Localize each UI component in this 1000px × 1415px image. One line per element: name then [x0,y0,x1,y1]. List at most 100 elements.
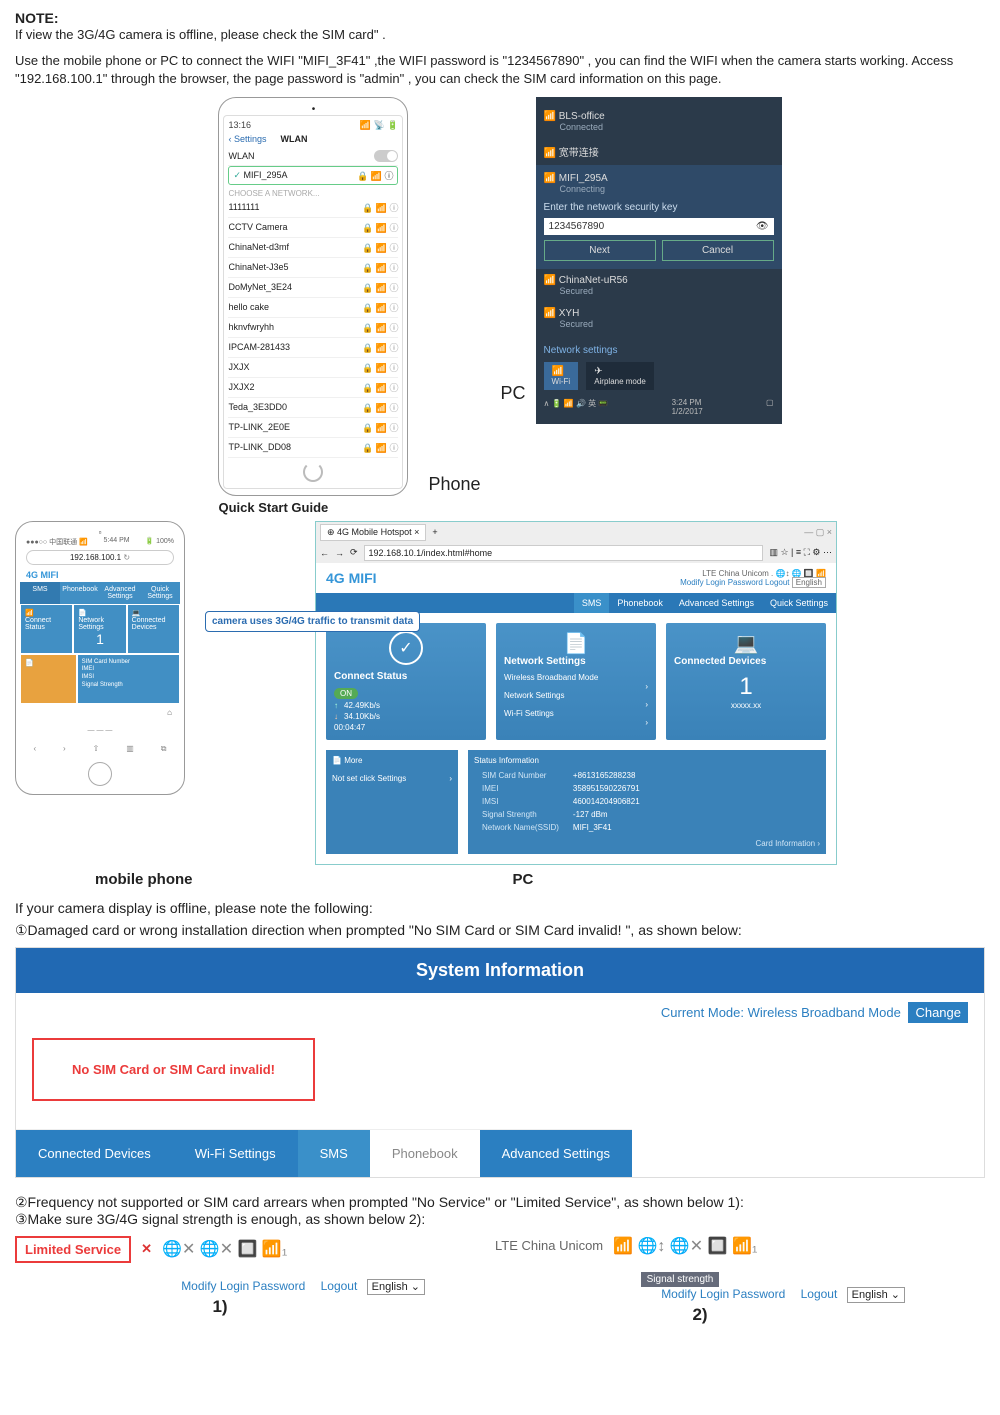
quick-start-guide-label: Quick Start Guide [218,500,328,515]
mobile-phone-caption: mobile phone [95,871,193,888]
menu-phonebook[interactable]: Phonebook [609,593,671,613]
phone-caption: Phone [428,474,480,494]
logout-link[interactable]: Logout [321,1279,358,1293]
mifi-menubar: SMS Phonebook Advanced Settings Quick Se… [316,593,836,613]
back-link[interactable]: ‹ Settings [228,134,266,144]
menu-quick[interactable]: Quick Settings [762,593,836,613]
tab-sms[interactable]: SMS [298,1129,370,1177]
browser-tab[interactable]: ⊕ 4G Mobile Hotspot × [320,524,426,541]
mobile-card[interactable]: 💻Connected Devices [128,605,179,653]
tab-advanced[interactable]: Advanced Settings [480,1129,632,1177]
wifi-network-row[interactable]: ChinaNet-d3mf🔒 📶 ⓘ [228,238,398,258]
wlan-toggle-row[interactable]: WLAN [228,147,398,166]
modify-password-link[interactable]: Modify Login Password [181,1279,305,1293]
wifi-network-row[interactable]: IPCAM-281433🔒 📶 ⓘ [228,338,398,358]
sysinfo-tabs: Connected Devices Wi-Fi Settings SMS Pho… [16,1129,984,1177]
tab-phonebook[interactable]: Phonebook [370,1129,480,1177]
wifi-network-row[interactable]: hknvfwryhh🔒 📶 ⓘ [228,318,398,338]
mobile-card[interactable]: 📶Connect Status [21,605,72,653]
lte-carrier: LTE China Unicom [495,1238,603,1253]
mobile-mifi-mock: ▫ ●●●○○ 中国联通 📶5:44 PM🔋 100% 192.168.100.… [15,521,185,795]
sysinfo-title: System Information [16,948,984,993]
status-information: Status Information SIM Card Number+86131… [468,750,826,854]
pages-icon[interactable]: ⧉ [161,744,167,754]
browser-mifi: ⊕ 4G Mobile Hotspot ×+ — ▢ × ← → ⟳ 192.1… [315,521,837,865]
pc-password-input[interactable]: 1234567890👁 [544,218,774,235]
tray-icons: ∧ 🔋 📶 🔊 英 📟 [544,398,609,416]
connected-devices-card[interactable]: 💻 Connected Devices 1 xxxxx.xx [666,623,826,740]
pc-net-item[interactable]: 📶 ChinaNet-uR56Secured [544,269,774,302]
status-icons-2: 📶 🌐↕ 🌐✕ 🔲 📶₁ [613,1236,757,1256]
show-pwd-icon[interactable]: 👁 [756,221,769,232]
offline-intro: If your camera display is offline, pleas… [15,900,985,916]
lang-select[interactable]: English ⌄ [367,1279,425,1295]
info-left[interactable]: 📄 More Not set click Settings › [326,750,458,854]
fwd-icon[interactable]: → [335,548,344,558]
system-information-panel: System Information Current Mode: Wireles… [15,947,985,1178]
example-label-2: 2) [495,1305,905,1325]
pc-wifi-panel: 📶 BLS-officeConnected 📶 宽带连接 📶 MIFI_295A… [536,97,782,424]
pc-net-selected[interactable]: 📶 MIFI_295AConnecting Enter the network … [536,165,782,269]
network-settings-card[interactable]: 📄 Network Settings Wireless Broadband Mo… [496,623,656,740]
phone-time: 13:16 [228,120,251,131]
tab-wifi-settings[interactable]: Wi-Fi Settings [173,1129,298,1177]
wlan-toggle[interactable] [374,150,398,162]
tabs-icon[interactable]: ▥ [126,744,134,754]
wifi-tile[interactable]: 📶Wi-Fi [544,362,579,390]
pc-net-broadband[interactable]: 📶 宽带连接 [544,138,774,165]
fwd-icon[interactable]: › [63,744,66,754]
wifi-network-row[interactable]: 1111111🔒 📶 ⓘ [228,198,398,218]
pc-key-prompt: Enter the network security key [544,202,774,213]
wifi-network-row[interactable]: ChinaNet-J3e5🔒 📶 ⓘ [228,258,398,278]
mobile-url-bar[interactable]: 192.168.100.1 ↻ [26,550,174,565]
wifi-network-row[interactable]: JXJX🔒 📶 ⓘ [228,358,398,378]
choose-network-label: CHOOSE A NETWORK... [228,189,398,198]
x-icon: ✕ [141,1241,152,1257]
back-icon[interactable]: ‹ [33,744,36,754]
limited-service-badge: Limited Service [15,1236,131,1263]
phone-mock: • 13:16 📶 📡 🔋 ‹ Settings WLAN WLAN ✓ MIF… [218,97,408,496]
share-icon[interactable]: ⇧ [93,744,100,754]
modify-password-link[interactable]: Modify Login Password [661,1287,785,1301]
back-icon[interactable]: ← [320,548,329,558]
wifi-network-row[interactable]: JXJX2🔒 📶 ⓘ [228,378,398,398]
connect-status-card[interactable]: ✓ Connect Status ON ↑42.49Kb/s ↓34.10Kb/… [326,623,486,740]
offline-p1: ①Damaged card or wrong installation dire… [15,922,985,939]
mobile-card-info[interactable]: SIM Card NumberIMEIIMSISignal Strength [78,655,179,703]
pc-caption-2: PC [513,871,534,888]
wifi-network-row[interactable]: hello cake🔒 📶 ⓘ [228,298,398,318]
change-button[interactable]: Change [908,1002,968,1023]
laptop-icon: 💻 [674,631,818,656]
address-bar[interactable]: 192.168.10.1/index.html#home [364,545,764,561]
wifi-network-row[interactable]: TP-LINK_DD08🔒 📶 ⓘ [228,438,398,458]
wifi-network-row[interactable]: TP-LINK_2E0E🔒 📶 ⓘ [228,418,398,438]
note-heading: NOTE: [15,10,985,26]
doc-icon: 📄 [504,631,648,656]
offline-p2: ②Frequency not supported or SIM card arr… [15,1194,985,1211]
next-button[interactable]: Next [544,240,656,261]
pc-net-connected[interactable]: 📶 BLS-officeConnected [544,105,774,138]
phone-status-icons: 📶 📡 🔋 [360,120,399,131]
mobile-card[interactable]: 📄Network Settings1 [74,605,125,653]
airplane-tile[interactable]: ✈Airplane mode [586,362,654,390]
mobile-card-orange[interactable]: 📄 [21,655,76,703]
wifi-network-row[interactable]: CCTV Camera🔒 📶 ⓘ [228,218,398,238]
wifi-network-row[interactable]: Teda_3E3DD0🔒 📶 ⓘ [228,398,398,418]
note-line1: If view the 3G/4G camera is offline, ple… [15,26,985,44]
network-settings-link[interactable]: Network settings [544,345,774,356]
screen-title: WLAN [280,134,307,144]
pc-net-item[interactable]: 📶 XYHSecured [544,302,774,335]
wifi-network-row[interactable]: DoMyNet_3E24🔒 📶 ⓘ [228,278,398,298]
mifi-title: 4G MIFI [326,570,377,586]
example-label-1: 1) [15,1297,425,1317]
cancel-button[interactable]: Cancel [662,240,774,261]
lock-wifi-info-icon: 🔒 📶 ⓘ [357,169,393,182]
lang-select[interactable]: English ⌄ [847,1287,905,1303]
logout-link[interactable]: Logout [801,1287,838,1301]
connected-network[interactable]: ✓ MIFI_295A 🔒 📶 ⓘ [228,166,398,185]
tab-connected-devices[interactable]: Connected Devices [16,1129,173,1177]
menu-sms[interactable]: SMS [574,593,610,613]
reload-icon[interactable]: ⟳ [350,547,358,558]
menu-advanced[interactable]: Advanced Settings [671,593,762,613]
check-circle-icon: ✓ [389,631,423,665]
